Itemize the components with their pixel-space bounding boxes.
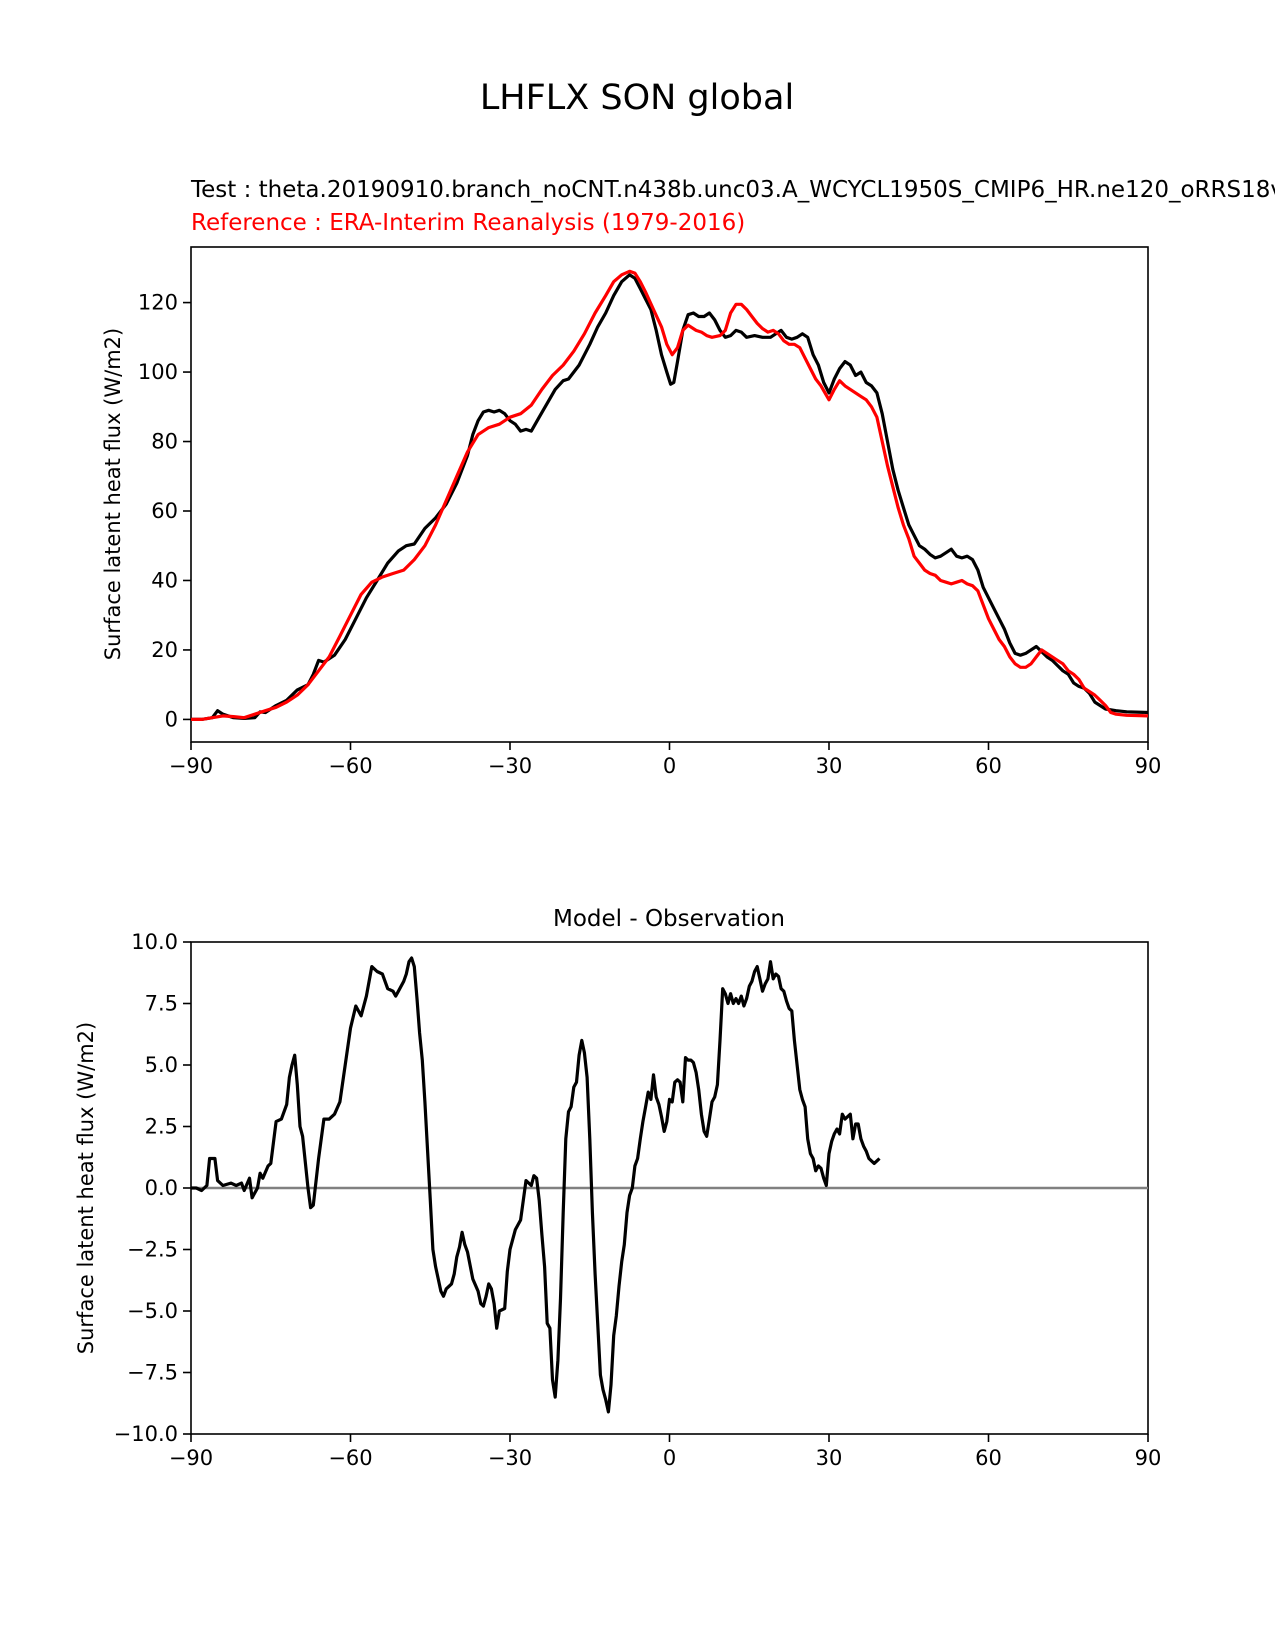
bottom-ylabel: Surface latent heat flux (W/m2): [74, 1022, 98, 1354]
bottom-ytick-label: 0.0: [145, 1176, 178, 1200]
top-ytick-label: 100: [138, 360, 178, 384]
bottom-ytick-label: −5.0: [127, 1299, 178, 1323]
figure-title: LHFLX SON global: [480, 78, 794, 118]
top-xtick-label: 90: [1135, 754, 1162, 778]
bottom-ytick-label: 5.0: [145, 1053, 178, 1077]
top-xtick-label: 60: [975, 754, 1002, 778]
bottom-series-test: [191, 956, 881, 1414]
top-xtick-label: −60: [328, 754, 372, 778]
bottom-title: Model - Observation: [553, 906, 785, 932]
top-series-test: [191, 273, 1149, 721]
top-xtick-label: 30: [816, 754, 843, 778]
top-ytick-label: 80: [151, 430, 178, 454]
top-tick-layer: −90 −60 −30 0 30 60 90 0 20 40 60 80 100 120: [138, 291, 1161, 778]
top-xtick-label: −30: [488, 754, 532, 778]
test-label: Test : theta.20190910.branch_noCNT.n438b…: [190, 177, 1275, 203]
reference-label: Reference : ERA-Interim Reanalysis (1979…: [191, 210, 745, 236]
bottom-series-layer: [191, 956, 881, 1414]
bottom-xtick-label: 30: [816, 1446, 843, 1470]
top-ylabel: Surface latent heat flux (W/m2): [101, 328, 125, 660]
top-series-layer: [191, 269, 1149, 721]
bottom-xtick-label: −30: [488, 1446, 532, 1470]
top-ytick-label: 0: [165, 707, 178, 731]
bottom-xtick-label: −60: [328, 1446, 372, 1470]
bottom-ytick-label: 2.5: [145, 1115, 178, 1139]
top-ytick-label: 60: [151, 499, 178, 523]
bottom-xtick-label: 0: [663, 1446, 676, 1470]
top-xtick-label: 0: [663, 754, 676, 778]
top-ytick-label: 120: [138, 291, 178, 315]
bottom-xtick-label: 90: [1135, 1446, 1162, 1470]
bottom-xtick-label: 60: [975, 1446, 1002, 1470]
top-xtick-label: −90: [169, 754, 213, 778]
bottom-ytick-label: 7.5: [145, 992, 178, 1016]
bottom-ytick-label: −7.5: [127, 1361, 178, 1385]
bottom-ytick-label: −2.5: [127, 1238, 178, 1262]
top-series-reference: [191, 269, 1149, 721]
top-plot-frame: [190, 246, 1149, 743]
bottom-chart: Model - Observation −90 −60 −30 0 30 60 90 10.0…: [74, 906, 1161, 1470]
top-chart: −90 −60 −30 0 30 60 90 0 20 40 60 80 100 120 Surface …: [101, 246, 1161, 778]
bottom-ytick-label: 10.0: [131, 930, 178, 954]
bottom-ytick-label: −10.0: [114, 1422, 178, 1446]
top-ytick-label: 20: [151, 638, 178, 662]
top-ytick-label: 40: [151, 568, 178, 592]
bottom-tick-layer: −90 −60 −30 0 30 60 90 10.0 7.5 5.0 2.5 0.0 −2.5 −5.0…: [114, 930, 1162, 1470]
bottom-xtick-label: −90: [169, 1446, 213, 1470]
